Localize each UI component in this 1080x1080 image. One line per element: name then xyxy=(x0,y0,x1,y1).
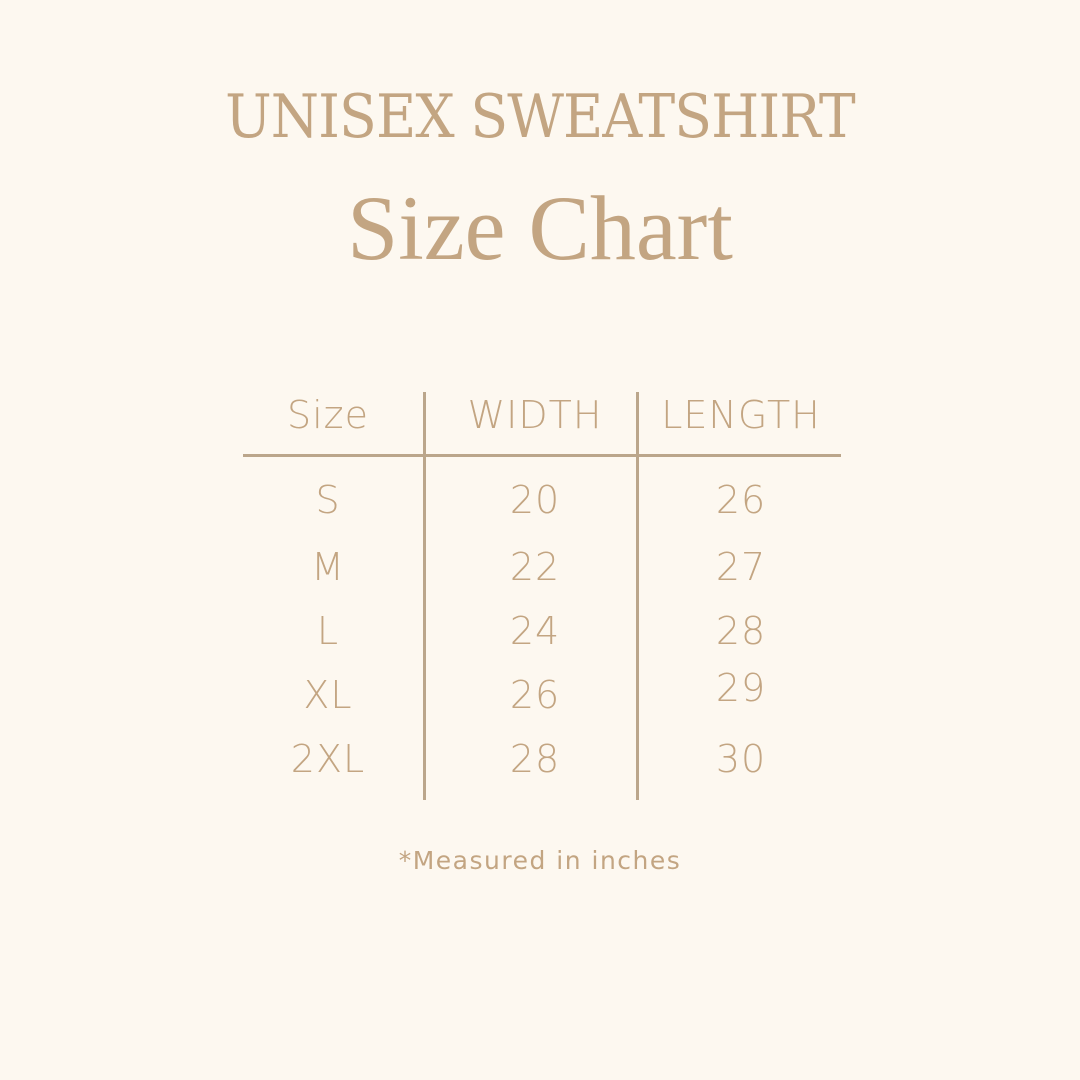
width-cell: 24 xyxy=(509,609,561,653)
column-header-size: Size xyxy=(286,393,369,437)
column-header-width: WIDTH xyxy=(467,393,603,437)
column-divider xyxy=(636,392,639,800)
length-cell: 27 xyxy=(715,545,767,589)
width-cell: 22 xyxy=(509,545,561,589)
length-cell: 28 xyxy=(715,609,767,653)
length-cell: 30 xyxy=(715,737,767,781)
length-cell: 29 xyxy=(715,666,767,710)
size-cell: 2XL xyxy=(290,737,366,781)
size-cell: S xyxy=(315,478,341,522)
column-divider xyxy=(423,392,426,800)
title-line2: Size Chart xyxy=(347,177,733,279)
length-cell: 26 xyxy=(715,478,767,522)
width-cell: 28 xyxy=(509,737,561,781)
header-divider xyxy=(243,454,841,457)
column-header-length: LENGTH xyxy=(661,393,821,437)
size-cell: M xyxy=(311,545,345,589)
title-line1: UNISEX SWEATSHIRT xyxy=(225,82,856,152)
width-cell: 26 xyxy=(509,673,561,717)
size-cell: L xyxy=(316,609,340,653)
width-cell: 20 xyxy=(509,478,561,522)
size-cell: XL xyxy=(303,673,353,717)
footnote: *Measured in inches xyxy=(398,846,682,875)
